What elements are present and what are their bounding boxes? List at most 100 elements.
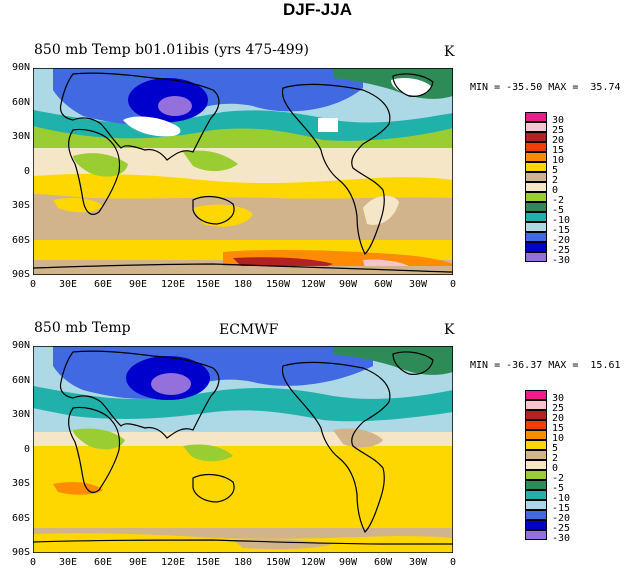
legend-color-swatch — [525, 520, 547, 530]
legend-color-swatch — [525, 390, 547, 400]
legend-label: 10 — [552, 433, 565, 444]
legend-color-swatch — [525, 430, 547, 440]
legend-color-swatch — [525, 400, 547, 410]
lon-tick-label: 30E — [58, 557, 78, 568]
legend-color-swatch — [525, 222, 547, 232]
legend-color-swatch — [525, 410, 547, 420]
panel-center-title: ECMWF — [219, 322, 279, 338]
legend-label: 15 — [552, 145, 565, 156]
legend-color-swatch — [525, 182, 547, 192]
panel-units: K — [444, 322, 455, 338]
legend-label: -2 — [552, 195, 565, 206]
legend-label: -5 — [552, 483, 565, 494]
legend-label: -5 — [552, 205, 565, 216]
legend-label: -10 — [552, 493, 571, 504]
legend-label: 20 — [552, 413, 565, 424]
legend-label: -25 — [552, 523, 571, 534]
legend-label: 2 — [552, 453, 559, 464]
lon-tick-label: 150W — [265, 557, 291, 568]
figure-title: DJF-JJA — [283, 0, 352, 19]
lon-tick-label: 120W — [300, 279, 326, 290]
legend-label: -30 — [552, 533, 571, 544]
lon-tick-label: 90E — [128, 557, 148, 568]
legend-color-swatch — [525, 112, 547, 122]
lon-tick-label: 60W — [373, 557, 393, 568]
panel-minmax: MIN = -36.37 MAX = 15.61 — [470, 360, 621, 371]
legend-label: 30 — [552, 393, 565, 404]
lon-tick-label: 90W — [338, 557, 358, 568]
lat-tick-label: 60N — [11, 96, 30, 108]
lat-tick-label: 30N — [11, 131, 30, 142]
lon-tick-label: 60E — [93, 279, 113, 290]
lon-tick-label: 0 — [29, 557, 37, 568]
legend-label: 30 — [552, 115, 565, 126]
legend-color-swatch — [525, 132, 547, 142]
lon-tick-label: 180 — [233, 279, 253, 290]
legend-label: -10 — [552, 215, 571, 226]
legend-color-swatch — [525, 142, 547, 152]
legend-label: 0 — [552, 185, 559, 196]
legend-color-swatch — [525, 500, 547, 510]
lon-tick-label: 30W — [408, 557, 428, 568]
legend-label: 0 — [552, 463, 559, 474]
legend-color-swatch — [525, 202, 547, 212]
legend-label: -2 — [552, 473, 565, 484]
legend-color-swatch — [525, 480, 547, 490]
lon-tick-label: 0 — [449, 557, 457, 568]
lat-tick-label: 30S — [11, 478, 30, 489]
legend-color-swatch — [525, 490, 547, 500]
legend-color-swatch — [525, 252, 547, 262]
legend-label: 15 — [552, 423, 565, 434]
map-ecmwf — [33, 346, 453, 553]
legend-color-swatch — [525, 510, 547, 520]
panel-ecmwf: 850 mb Temp ECMWF K MIN = -36.37 MAX = 1… — [0, 278, 635, 568]
lon-tick-label: 30W — [408, 279, 428, 290]
lat-tick-label: 60S — [11, 234, 30, 246]
lon-tick-label: 90W — [338, 279, 358, 290]
lon-tick-label: 90E — [128, 279, 148, 290]
legend-label: 25 — [552, 125, 565, 136]
lat-tick-label: 90S — [11, 269, 30, 280]
legend-color-swatch — [525, 232, 547, 242]
legend-color-swatch — [525, 530, 547, 540]
lon-tick-label: 0 — [449, 279, 457, 290]
legend-label: 5 — [552, 165, 559, 176]
lat-tick-label: 30S — [11, 200, 30, 211]
lon-tick-label: 60W — [373, 279, 393, 290]
lon-tick-label: 150E — [195, 557, 221, 568]
legend-color-swatch — [525, 212, 547, 222]
legend-color-swatch — [525, 172, 547, 182]
lon-tick-label: 120W — [300, 557, 326, 568]
lat-tick-label: 30N — [11, 409, 30, 420]
lon-tick-label: 30E — [58, 279, 78, 290]
panel-minmax: MIN = -35.50 MAX = 35.74 — [470, 82, 621, 93]
legend-label: 5 — [552, 443, 559, 454]
lat-tick-label: 60N — [11, 374, 30, 386]
legend-color-swatch — [525, 162, 547, 172]
legend-color-swatch — [525, 420, 547, 430]
legend-label: 20 — [552, 135, 565, 146]
lon-tick-label: 120E — [160, 557, 186, 568]
lat-tick-label: 0 — [23, 443, 30, 455]
map-model — [33, 68, 453, 275]
lon-tick-label: 150E — [195, 279, 221, 290]
legend-label: -20 — [552, 235, 571, 246]
lon-tick-label: 120E — [160, 279, 186, 290]
legend-label: -20 — [552, 513, 571, 524]
lat-tick-label: 90S — [11, 547, 30, 558]
legend-color-swatch — [525, 122, 547, 132]
panel-model: 850 mb Temp b01.01ibis (yrs 475-499) K M… — [0, 0, 635, 290]
lat-tick-label: 0 — [23, 165, 30, 177]
legend-label: -25 — [552, 245, 571, 256]
lon-tick-label: 60E — [93, 557, 113, 568]
panel-left-title: 850 mb Temp — [34, 320, 131, 336]
legend-color-swatch — [525, 440, 547, 450]
legend-color-swatch — [525, 470, 547, 480]
legend-color-swatch — [525, 460, 547, 470]
legend-color-swatch — [525, 152, 547, 162]
lat-tick-label: 90N — [11, 340, 30, 351]
legend-label: -30 — [552, 255, 571, 266]
lon-tick-label: 0 — [29, 279, 37, 290]
lon-tick-label: 150W — [265, 279, 291, 290]
legend-color-swatch — [525, 192, 547, 202]
